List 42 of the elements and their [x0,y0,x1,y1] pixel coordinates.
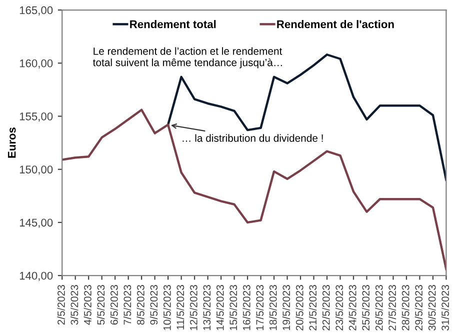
x-tick-label: 14/5/2023 [216,285,224,330]
x-tick-label: 6/5/2023 [110,285,118,325]
x-tick-label: 10/5/2023 [163,285,171,330]
x-tick-label: 29/5/2023 [414,285,423,330]
x-tick-label: 5/5/2023 [96,285,105,325]
y-tick-label: 165,00 [20,6,53,16]
x-tick-label: 15/5/2023 [229,285,238,330]
x-tick-label: 8/5/2023 [136,285,144,325]
x-tick-label: 28/5/2023 [402,285,410,330]
line-series [62,108,446,270]
legend-label: Rendement de l'action [277,20,394,28]
x-tick-label: 19/5/2023 [282,285,290,330]
x-tick-label: 4/5/2023 [84,285,92,325]
x-tick-label: 25/5/2023 [362,285,370,330]
x-tick-label: 3/5/2023 [70,285,78,325]
y-tick-label: 155,00 [20,112,53,122]
x-tick-label: 31/5/2023 [441,285,449,331]
x-tick-label: 9/5/2023 [150,285,158,325]
x-tick-label: 23/5/2023 [335,285,344,330]
annotation: … la distribution du dividende ! [182,134,323,142]
x-tick-label: 16/5/2023 [242,285,250,330]
y-tick-label: 145,00 [20,218,53,228]
x-tick-label: 17/5/2023 [256,285,264,330]
legend-label: Rendement total [130,20,216,28]
y-tick-label: 150,00 [20,166,53,175]
x-tick-label: 30/5/2023 [428,285,436,331]
x-tick-label: 12/5/2023 [190,285,198,330]
y-tick-label: 160,00 [20,59,53,69]
annotation: Le rendement de l’action et le rendement total suivent la même tendance jusqu’à… [92,47,282,68]
x-tick-label: 24/5/2023 [348,285,356,330]
x-tick-label: 26/5/2023 [375,285,383,330]
x-tick-label: 20/5/2023 [296,285,304,330]
x-tick-label: 22/5/2023 [322,285,330,330]
y-axis-title: Euros [8,127,16,158]
x-tick-label: 18/5/2023 [269,285,277,330]
x-tick-label: 27/5/2023 [388,285,396,330]
x-tick-label: 13/5/2023 [202,285,211,330]
x-tick-label: 7/5/2023 [123,285,132,325]
x-tick-label: 2/5/2023 [57,285,65,325]
x-tick-label: 11/5/2023 [176,285,184,330]
y-tick-label: 140,00 [20,272,53,281]
x-tick-label: 21/5/2023 [308,285,317,330]
